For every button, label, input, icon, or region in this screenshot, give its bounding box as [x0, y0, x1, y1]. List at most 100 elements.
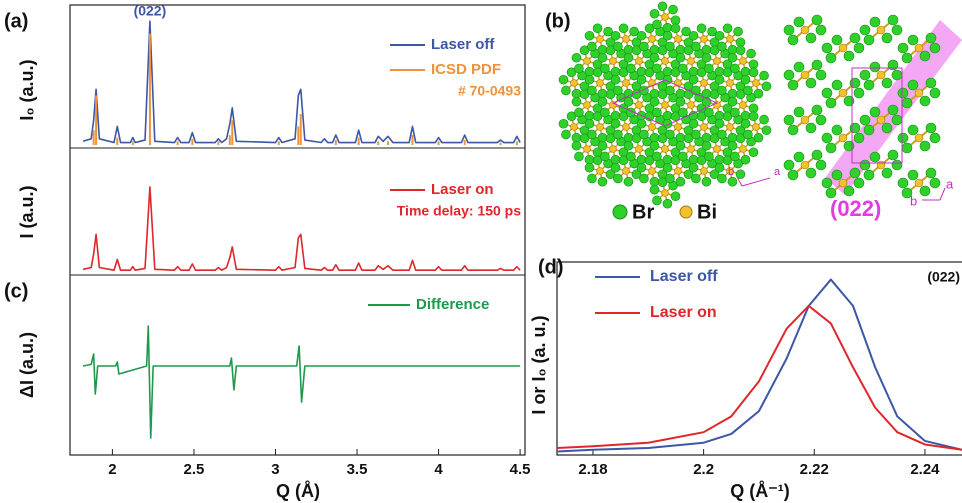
br-atom [860, 70, 870, 80]
x-tick-label: 3 [271, 461, 279, 478]
br-atom [658, 2, 667, 11]
bi-atom [675, 168, 682, 175]
br-atom [864, 170, 874, 180]
br-atom [650, 89, 659, 98]
br-atom [864, 35, 874, 45]
br-atom [691, 42, 700, 51]
br-atom [691, 174, 700, 183]
panel-label: (a) [4, 10, 28, 32]
br-atom [671, 16, 680, 25]
bi-atom [636, 58, 643, 65]
br-atom [704, 64, 713, 73]
br-atom [784, 160, 794, 170]
bi-atom [688, 58, 695, 65]
br-atom [624, 141, 633, 150]
bi-atom [662, 190, 669, 197]
bi-atom [753, 80, 760, 87]
br-atom [794, 107, 804, 117]
br-atom [728, 177, 737, 186]
br-atom [585, 111, 594, 120]
br-atom [728, 53, 737, 62]
br-atom [715, 155, 724, 164]
br-atom [574, 64, 583, 73]
br-atom [585, 67, 594, 76]
br-atom [832, 170, 842, 180]
br-atom [882, 33, 892, 43]
br-atom [697, 24, 706, 33]
br-atom [736, 38, 745, 47]
br-atom [747, 49, 756, 58]
br-atom [908, 80, 918, 90]
br-atom [572, 141, 581, 150]
legend-text: Laser off [431, 36, 495, 53]
br-atom [723, 24, 732, 33]
legend-text: Laser on [431, 181, 494, 198]
br-atom [898, 133, 908, 143]
br-atom [844, 51, 854, 61]
br-atom [676, 177, 685, 186]
br-atom [717, 130, 726, 139]
br-atom [715, 31, 724, 40]
br-atom [882, 123, 892, 133]
bi-atom [649, 36, 656, 43]
br-atom [850, 33, 860, 43]
br-atom [702, 177, 711, 186]
x-tick-label: 2.22 [800, 461, 829, 478]
br-atom [888, 105, 898, 115]
bi-atom [571, 124, 578, 131]
br-atom [749, 148, 758, 157]
br-atom [587, 86, 596, 95]
legend-text: Laser off [650, 268, 718, 285]
br-atom [650, 185, 659, 194]
br-atom [870, 62, 880, 72]
br-atom [676, 133, 685, 142]
br-atom [663, 155, 672, 164]
br-atom [741, 67, 750, 76]
br-atom [728, 133, 737, 142]
br-atom [637, 119, 646, 128]
bi-atom [675, 124, 682, 131]
br-atom [749, 60, 758, 69]
br-atom [587, 174, 596, 183]
br-atom [832, 125, 842, 135]
br-atom [860, 160, 870, 170]
br-atom [898, 178, 908, 188]
br-atom [676, 97, 685, 106]
br-atom [870, 17, 880, 27]
legend-note: # 70-0493 [458, 83, 521, 99]
br-atom [572, 97, 581, 106]
bi-atom [740, 58, 747, 65]
br-atom [816, 70, 826, 80]
br-atom [816, 25, 826, 35]
br-atom [920, 51, 930, 61]
br-atom [730, 64, 739, 73]
br-atom [624, 89, 633, 98]
br-atom [926, 78, 936, 88]
bi-atom [714, 146, 721, 153]
br-atom [702, 141, 711, 150]
br-atom [870, 107, 880, 117]
br-atom [650, 9, 659, 18]
br-atom [689, 31, 698, 40]
br-atom [730, 152, 739, 161]
br-atom [930, 43, 940, 53]
br-atom [663, 31, 672, 40]
line [83, 326, 520, 438]
bi-atom [740, 146, 747, 153]
br-atom [850, 168, 860, 178]
br-atom [920, 96, 930, 106]
br-atom [689, 119, 698, 128]
bi-atom [584, 102, 591, 109]
br-atom [794, 62, 804, 72]
y-axis-title: I₀ (a.u.) [17, 59, 37, 120]
br-atom [613, 86, 622, 95]
br-atom [585, 31, 594, 40]
x-axis-title: Q (Å) [276, 481, 320, 501]
bi-atom [662, 14, 669, 21]
bi-atom [714, 58, 721, 65]
br-atom [598, 141, 607, 150]
br-atom [663, 111, 672, 120]
br-atom [882, 168, 892, 178]
bi-atom [584, 58, 591, 65]
legend-text: Bi [697, 201, 717, 223]
